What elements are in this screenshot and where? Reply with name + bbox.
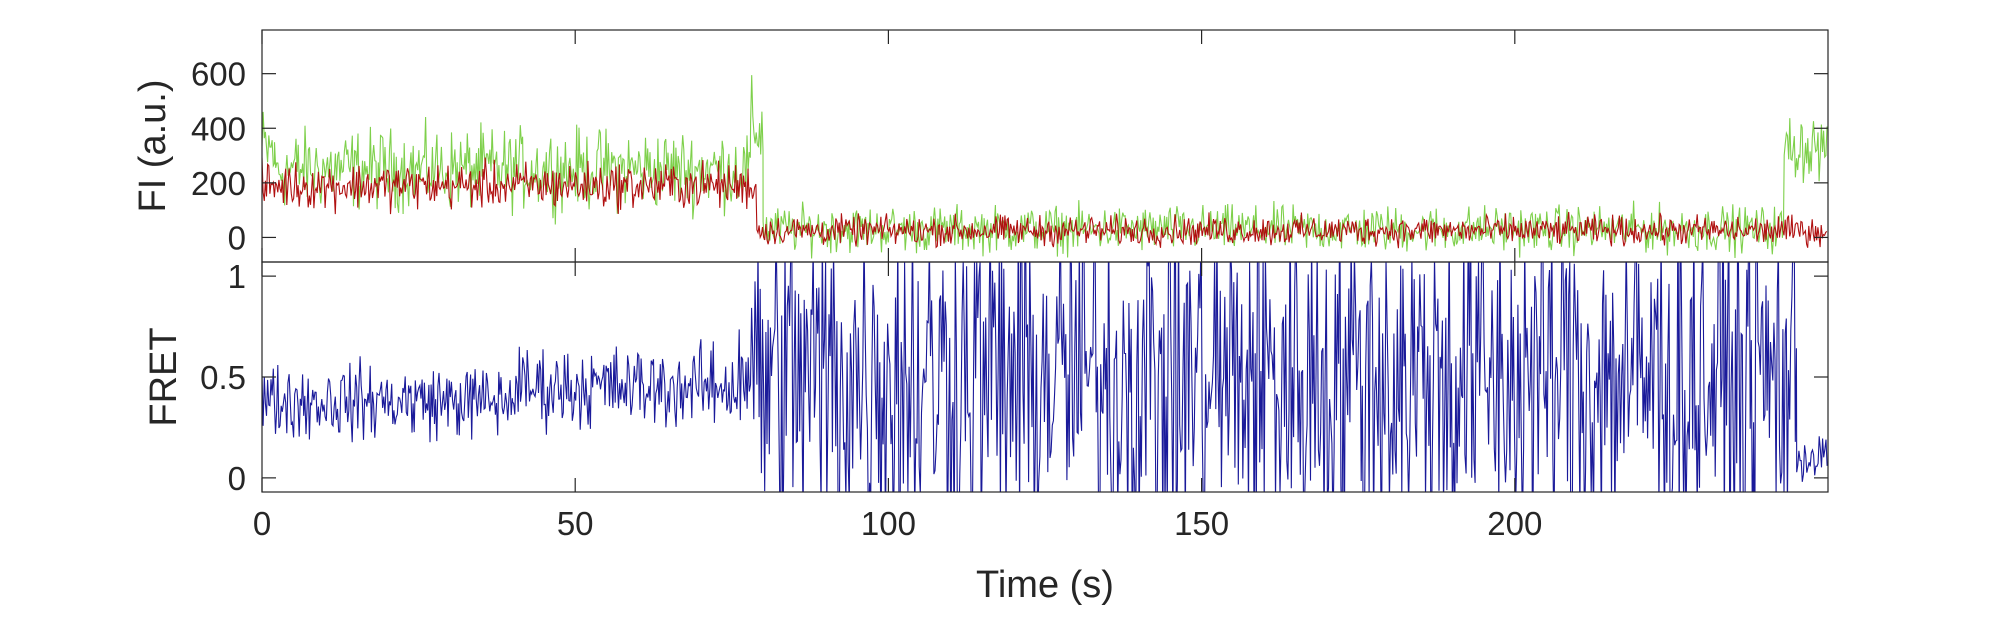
y-tick-label: 0.5: [200, 359, 246, 396]
y-tick-label: 200: [191, 165, 246, 202]
x-axis-label: Time (s): [976, 564, 1114, 606]
series-1-0-line: [262, 262, 1828, 492]
x-tick-label: 0: [253, 505, 271, 542]
fluorescence-panel: 0 200 400 600 FI (a.u.): [132, 29, 1829, 263]
series-0-0-line: [262, 75, 1828, 259]
fret-panel: 0 0.5 1 0 50 100 150 200 FRET Time (s): [143, 258, 1829, 606]
y-tick-label: 400: [191, 110, 246, 147]
y-axis-label: FI (a.u.): [132, 79, 174, 212]
series-0-1-line: [262, 157, 1828, 249]
y-tick-label: 1: [228, 258, 246, 295]
y-tick-label: 0: [228, 460, 246, 497]
x-tick-label: 50: [557, 505, 594, 542]
x-tick-label: 200: [1487, 505, 1542, 542]
x-tick-label: 100: [861, 505, 916, 542]
x-tick-label: 150: [1174, 505, 1229, 542]
y-tick-label: 600: [191, 56, 246, 93]
y-axis-label: FRET: [143, 327, 185, 426]
y-tick-label: 0: [228, 219, 246, 256]
